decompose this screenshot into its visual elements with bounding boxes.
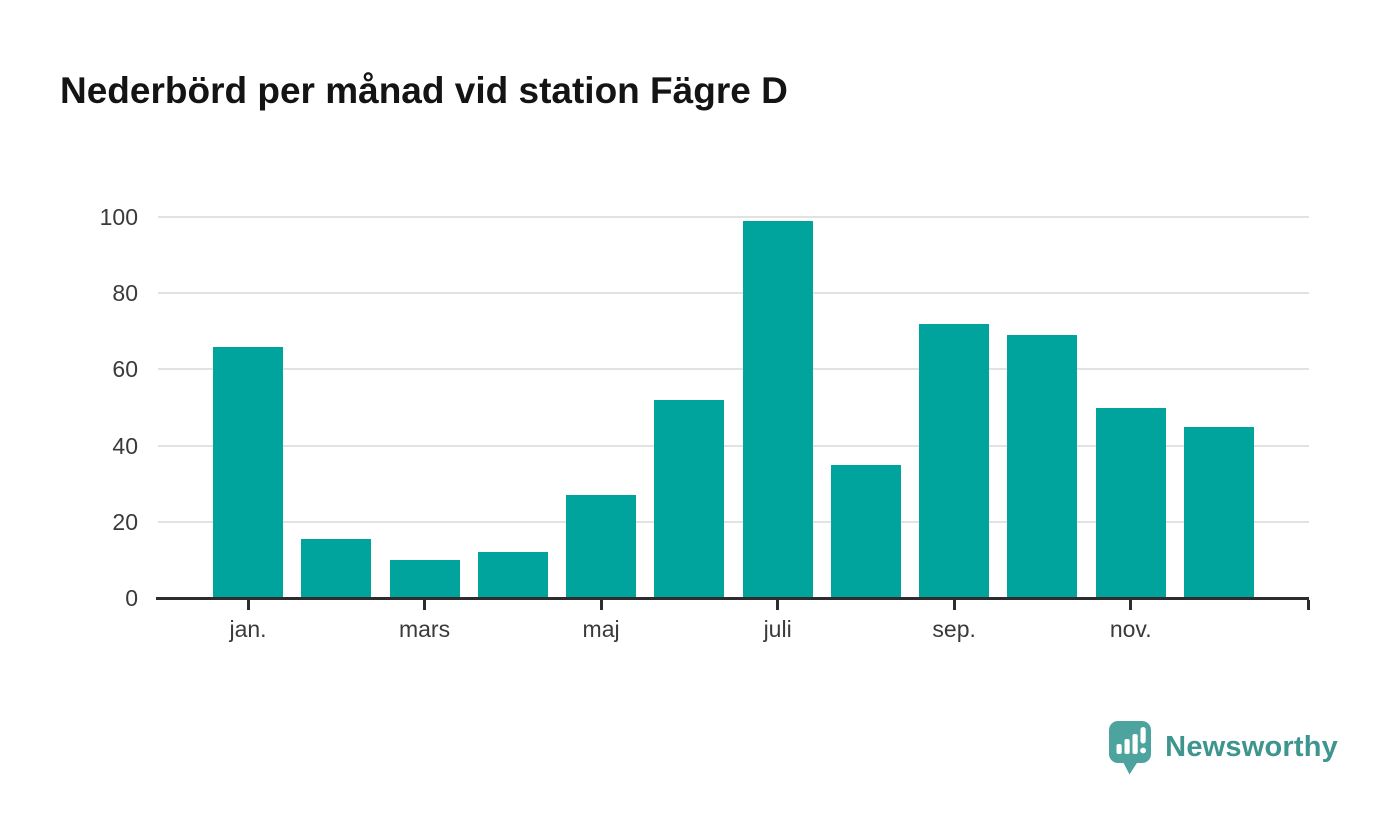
- x-axis-tick-label-jan: jan.: [229, 616, 267, 642]
- y-axis-tick-label-40: 40: [112, 432, 138, 459]
- bar-mars: [389, 559, 460, 598]
- x-axis-tick-label-nov: nov.: [1109, 616, 1152, 642]
- gridline-y-80: [158, 292, 1309, 295]
- newsworthy-logo-icon: [1109, 721, 1152, 775]
- y-axis-tick-label-100: 100: [99, 204, 138, 230]
- x-axis-tick-sep: [952, 599, 956, 610]
- brand-name: Newsworthy: [1165, 731, 1338, 763]
- x-axis-tick-nov: [1129, 599, 1133, 610]
- bar-sep: [919, 323, 990, 598]
- bar-juli: [742, 220, 813, 598]
- x-axis-tick-jan: [246, 599, 250, 610]
- bar-maj: [566, 495, 637, 598]
- gridline-y-20: [158, 520, 1309, 523]
- x-axis-tick-label-mars: mars: [398, 616, 451, 642]
- x-axis-tick-label-sep: sep.: [932, 616, 976, 642]
- y-axis-tick-label-0: 0: [125, 585, 138, 611]
- y-axis-tick-label-80: 80: [112, 280, 138, 307]
- x-axis-tick-label-juli: juli: [763, 616, 792, 642]
- bar-feb: [301, 538, 372, 598]
- bar-apr: [477, 552, 548, 598]
- gridline-y-40: [158, 444, 1309, 447]
- y-axis-tick-label-20: 20: [112, 508, 138, 535]
- x-axis-tick-juli: [776, 599, 780, 610]
- bar-juni: [654, 399, 725, 598]
- x-axis-end-tick: [1307, 599, 1310, 610]
- bar-nov: [1095, 407, 1166, 598]
- plot-area: 0 20 40 60 80 100 jan. mars maj juli sep. nov.: [100, 204, 1310, 642]
- x-axis-line: [156, 596, 1309, 600]
- x-axis-tick-mars: [423, 599, 427, 610]
- chart-title: Nederbörd per månad vid station Fägre D: [60, 70, 788, 111]
- bar-okt: [1007, 335, 1078, 598]
- x-axis-tick-maj: [599, 599, 603, 610]
- bar-aug: [830, 464, 901, 598]
- brand-footer: Newsworthy: [1106, 719, 1338, 776]
- y-axis-tick-label-60: 60: [112, 356, 138, 383]
- gridline-y-100: [158, 216, 1309, 218]
- bar-jan: [213, 346, 283, 598]
- gridline-y-60: [158, 368, 1309, 371]
- x-axis-tick-label-maj: maj: [582, 616, 620, 642]
- bar-dec: [1184, 426, 1254, 598]
